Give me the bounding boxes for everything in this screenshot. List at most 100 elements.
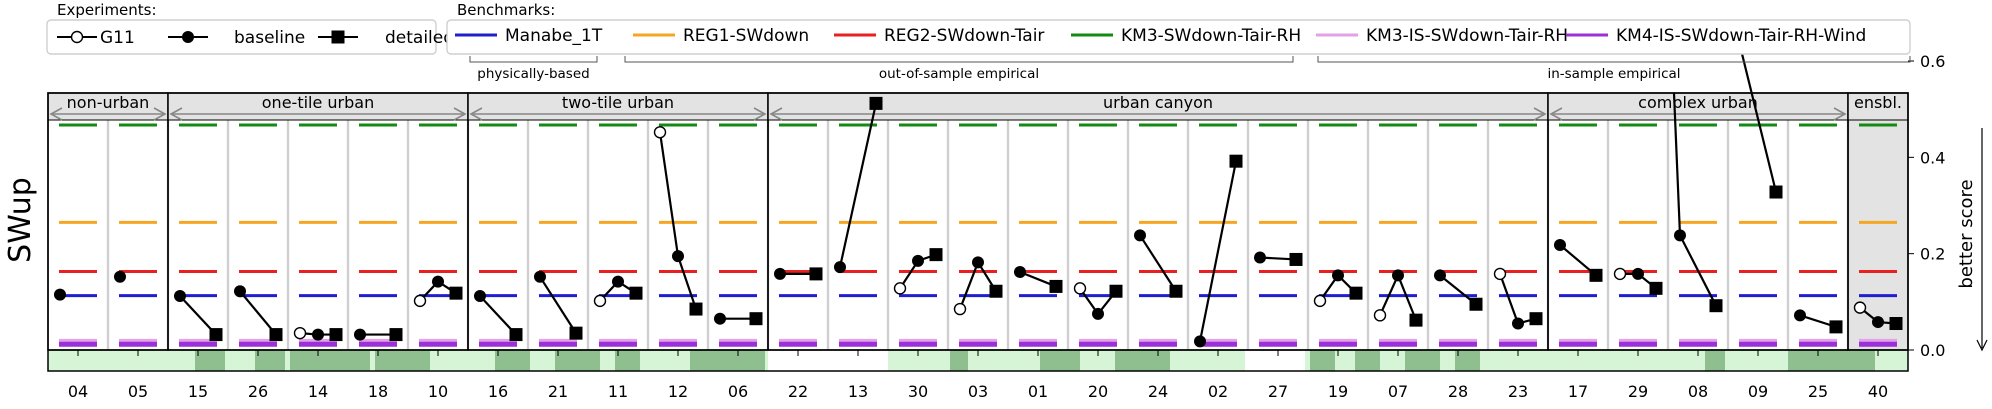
quality-strip-dark-section	[1840, 350, 1875, 371]
benchmark-group-label: out-of-sample empirical	[879, 66, 1039, 82]
detailed-marker	[1349, 286, 1363, 300]
x-tick-label: 18	[368, 382, 388, 401]
detailed-legend-marker	[331, 30, 345, 44]
quality-strip-dark-section	[555, 350, 600, 371]
detailed-marker	[809, 267, 823, 281]
x-tick-label: 04	[68, 382, 88, 401]
x-tick-label: 06	[728, 382, 748, 401]
x-tick-label: 07	[1388, 382, 1408, 401]
site-connector-line	[658, 132, 698, 310]
detailed-marker	[1229, 154, 1243, 168]
detailed-marker	[1529, 312, 1543, 326]
experiment-series-layer	[54, 39, 1903, 348]
y-tick-label: 0.6	[1920, 52, 1945, 71]
x-tick-label: 28	[1448, 382, 1468, 401]
detailed-marker	[749, 312, 763, 326]
baseline-marker	[534, 270, 546, 283]
quality-strip-dark-section	[1788, 350, 1840, 371]
baseline-marker	[114, 270, 126, 283]
benchmark-group-label: in-sample empirical	[1547, 66, 1680, 82]
benchmark-legend-label: Manabe_1T	[505, 26, 603, 46]
g11-marker	[293, 326, 307, 340]
baseline-marker	[1794, 309, 1806, 322]
detailed-marker	[1049, 279, 1063, 293]
baseline-marker	[1014, 265, 1026, 278]
baseline-marker	[234, 285, 246, 298]
benchmark-legend-label: KM3-IS-SWdown-Tair-RH	[1366, 26, 1568, 46]
baseline-marker	[312, 328, 324, 341]
baseline-legend-marker	[182, 31, 194, 43]
quality-strip-gap	[768, 350, 888, 371]
x-tick-label: 25	[1808, 382, 1828, 401]
benchmark-lines-layer	[59, 123, 1897, 347]
better-score-label: better score	[1956, 179, 1977, 288]
group-arrow-left-head	[1549, 107, 1563, 121]
quality-strip-dark-section	[950, 350, 968, 371]
y-axis-label: SWup	[3, 177, 38, 263]
baseline-marker	[834, 261, 846, 274]
group-arrow-left-head	[49, 107, 63, 121]
baseline-marker	[432, 275, 444, 288]
quality-strip-dark-section	[255, 350, 285, 371]
detailed-marker	[689, 302, 703, 316]
detailed-marker	[989, 284, 1003, 298]
group-arrow-left-head	[469, 107, 483, 121]
baseline-marker	[1254, 251, 1266, 264]
group-header-bg	[1848, 93, 1908, 120]
group-header-bg	[468, 93, 768, 120]
quality-strip-dark-section	[1115, 350, 1170, 371]
detailed-marker	[1169, 284, 1183, 298]
x-tick-label: 11	[608, 382, 628, 401]
y-tick-label: 0.0	[1920, 341, 1945, 360]
group-arrow-right-head	[1533, 107, 1547, 121]
detailed-marker	[1769, 185, 1783, 199]
x-tick-label: 29	[1628, 382, 1648, 401]
x-tick-label: 16	[488, 382, 508, 401]
baseline-marker	[1332, 269, 1344, 282]
benchmark-legend-label: KM3-SWdown-Tair-RH	[1121, 26, 1301, 46]
g11-legend-marker	[70, 30, 84, 44]
quality-strip-dark-section	[290, 350, 370, 371]
x-tick-label: 13	[848, 382, 868, 401]
detailed-marker	[629, 286, 643, 300]
x-tick-label: 10	[428, 382, 448, 401]
group-label: urban canyon	[1103, 93, 1213, 112]
x-tick-label: 22	[788, 382, 808, 401]
g11-marker	[593, 294, 607, 308]
quality-strip-dark-section	[1705, 350, 1725, 371]
quality-strip-dark-section	[690, 350, 765, 371]
detailed-marker	[389, 328, 403, 342]
quality-strip-dark-section	[1310, 350, 1335, 371]
x-tick-label: 02	[1208, 382, 1228, 401]
g11-marker	[893, 282, 907, 295]
baseline-marker	[54, 288, 66, 301]
g11-marker	[1373, 309, 1387, 322]
baseline-marker	[672, 250, 684, 263]
x-tick-label: 08	[1688, 382, 1708, 401]
better-score-arrow-head	[1976, 339, 1988, 352]
benchmark-legend-label: REG2-SWdown-Tair	[884, 26, 1044, 46]
site-connector-line	[1738, 45, 1778, 193]
g11-marker	[1313, 294, 1327, 308]
group-label: two-tile urban	[562, 93, 674, 112]
x-tick-label: 27	[1268, 382, 1288, 401]
group-arrow-right-head	[1833, 107, 1847, 121]
group-header-bg	[768, 93, 1548, 120]
x-tick-label: 26	[248, 382, 268, 401]
group-arrow-right-head	[753, 107, 767, 121]
baseline-marker	[774, 267, 786, 280]
detailed-marker	[509, 328, 523, 342]
detailed-marker	[569, 326, 583, 340]
experiments-legend-title: Experiments:	[57, 1, 157, 19]
x-tick-label: 03	[968, 382, 988, 401]
g11-marker	[1613, 267, 1627, 281]
x-tick-label: 05	[128, 382, 148, 401]
quality-strip-dark-section	[195, 350, 225, 371]
x-tick-label: 23	[1508, 382, 1528, 401]
quality-strip-dark-section	[1455, 350, 1480, 371]
offscale-line	[1672, 92, 1682, 236]
group-arrow-left-head	[169, 107, 183, 121]
x-tick-label: 21	[548, 382, 568, 401]
g11-marker	[1073, 282, 1087, 295]
group-arrow-left-head	[769, 107, 783, 121]
